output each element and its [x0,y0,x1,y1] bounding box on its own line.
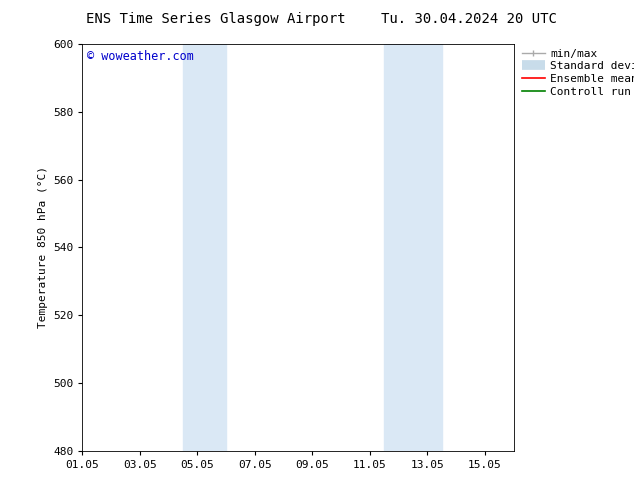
Bar [384,44,442,451]
Bar [183,44,226,451]
Y-axis label: Temperature 850 hPa (°C): Temperature 850 hPa (°C) [37,167,48,328]
Text: ENS Time Series Glasgow Airport: ENS Time Series Glasgow Airport [86,12,346,26]
Text: © woweather.com: © woweather.com [87,50,193,63]
Legend: min/max, Standard deviation, Ensemble mean run, Controll run: min/max, Standard deviation, Ensemble me… [518,44,634,101]
Text: Tu. 30.04.2024 20 UTC: Tu. 30.04.2024 20 UTC [381,12,557,26]
